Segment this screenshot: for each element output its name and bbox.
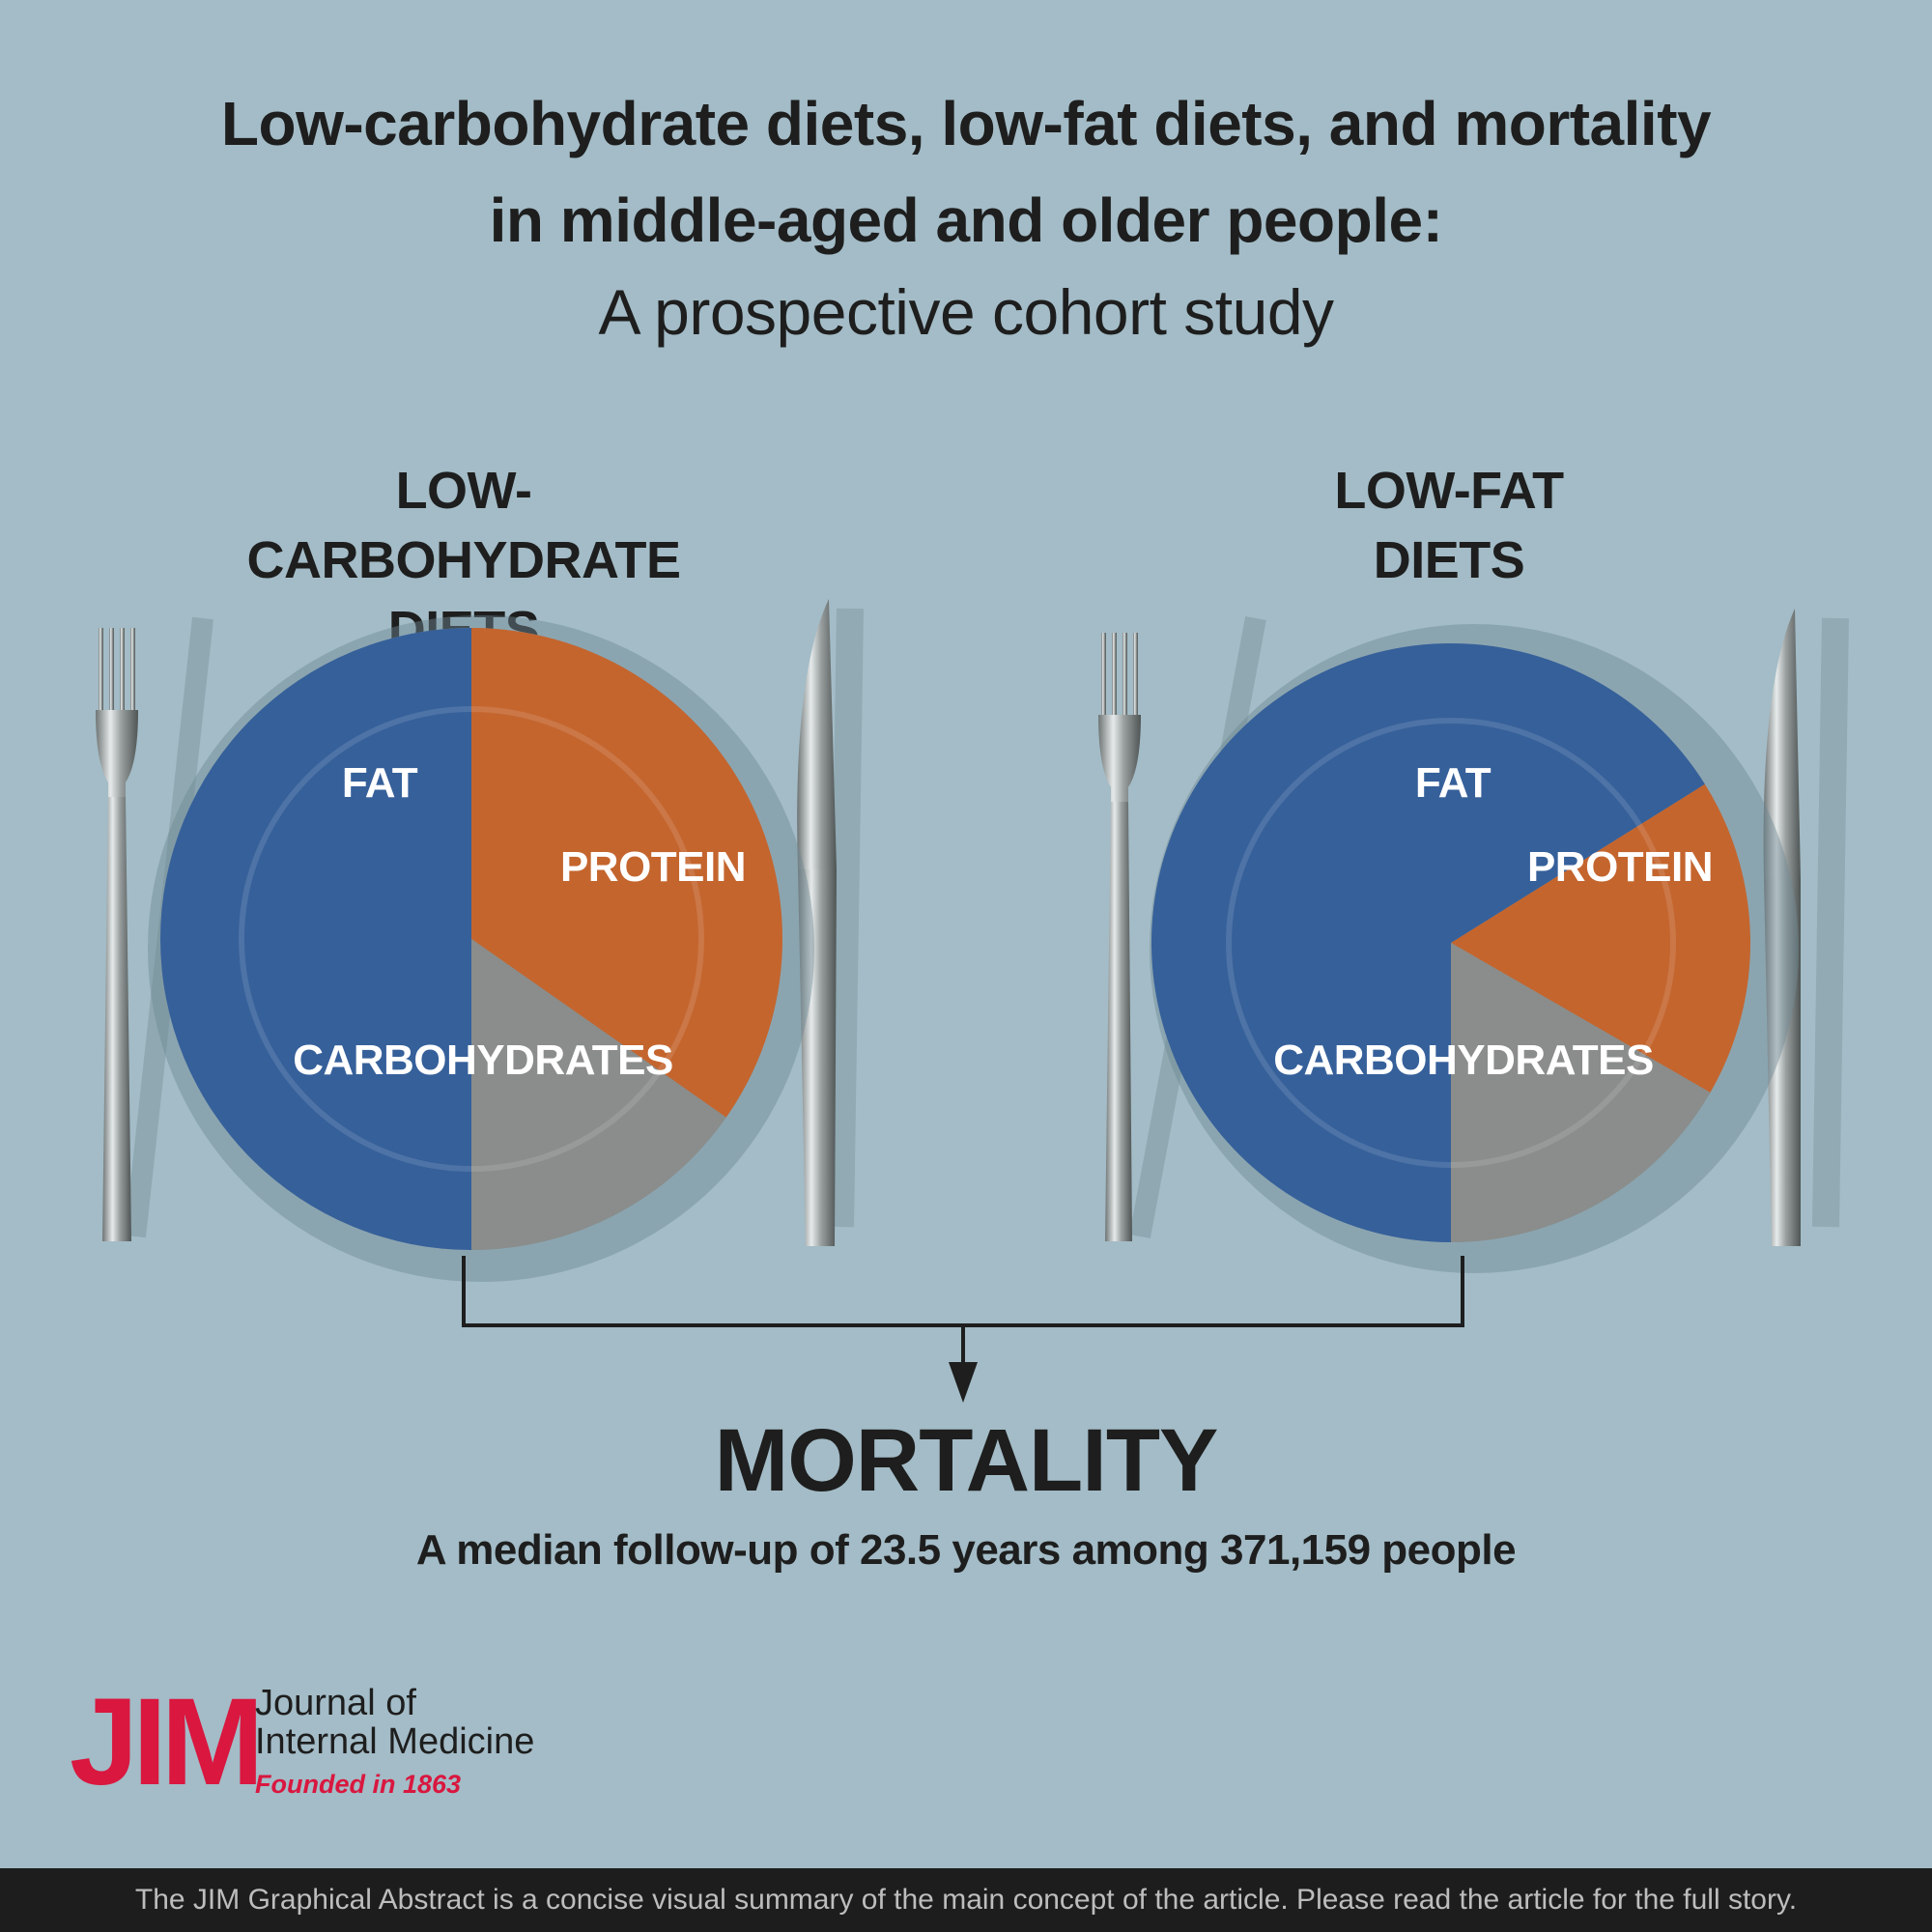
right-plate xyxy=(1150,624,1799,1273)
low-carb-protein-label: PROTEIN xyxy=(560,843,746,891)
footer-text: The JIM Graphical Abstract is a concise … xyxy=(134,1884,1798,1916)
low-fat-heading-line-1: LOW-FAT xyxy=(1334,462,1564,520)
logo-line-2: Internal Medicine xyxy=(255,1721,535,1762)
title-line-1: Low-carbohydrate diets, low-fat diets, a… xyxy=(220,89,1712,158)
logo-line-1: Journal of xyxy=(255,1683,416,1723)
low-fat-fat-label: FAT xyxy=(1415,759,1492,807)
left-knife-icon xyxy=(797,599,864,1246)
low-fat-heading: LOW-FAT DIETS xyxy=(1179,456,1719,595)
outcome-detail: A median follow-up of 23.5 years among 3… xyxy=(415,1526,1517,1574)
left-plate xyxy=(148,615,814,1282)
jim-logo: JIM Journal of Internal Medicine Founded… xyxy=(70,1681,572,1816)
low-fat-carbohydrates-label: CARBOHYDRATES xyxy=(1273,1037,1654,1084)
low-carb-heading: LOW-CARBOHYDRATE DIETS xyxy=(193,456,734,665)
low-carb-carbohydrates-label: CARBOHYDRATES xyxy=(293,1037,673,1084)
low-carb-fat-segment xyxy=(471,628,783,1118)
right-knife-icon xyxy=(1763,609,1849,1246)
low-fat-heading-line-2: DIETS xyxy=(1373,531,1525,589)
low-carb-carbohydrates-segment xyxy=(160,628,471,1250)
low-fat-protein-label: PROTEIN xyxy=(1527,843,1713,891)
right-fork-icon xyxy=(1098,615,1266,1241)
low-carb-heading-line-1: LOW-CARBOHYDRATE xyxy=(246,462,682,589)
logo-founded: Founded in 1863 xyxy=(255,1770,462,1799)
outcome-label: MORTALITY xyxy=(714,1411,1219,1510)
low-carb-fat-label: FAT xyxy=(342,759,418,807)
subtitle: A prospective cohort study xyxy=(598,276,1334,348)
title-line-2: in middle-aged and older people: xyxy=(489,185,1443,255)
connector-arrow xyxy=(462,1256,1464,1403)
low-carb-protein-segment xyxy=(471,939,726,1250)
low-fat-carbohydrates-segment xyxy=(1151,643,1705,1242)
low-fat-fat-segment xyxy=(1451,783,1751,1093)
low-fat-protein-segment xyxy=(1451,943,1711,1242)
logo-mark: JIM xyxy=(70,1673,264,1811)
footer-bar: The JIM Graphical Abstract is a concise … xyxy=(0,1868,1932,1932)
